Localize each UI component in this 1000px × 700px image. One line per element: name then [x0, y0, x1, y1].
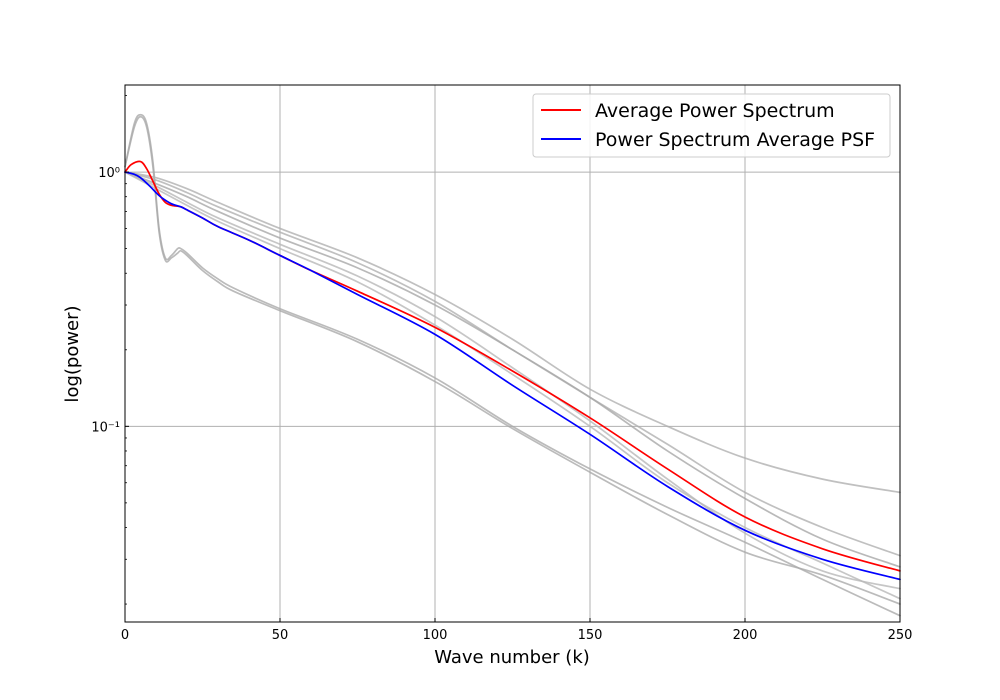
series-layer [124, 113, 901, 617]
x-tick-label: 150 [578, 628, 603, 643]
y-tick-label: 10⁻¹ [91, 420, 120, 435]
series-line-average-psf [124, 171, 901, 581]
sample-spectrum-line [124, 171, 901, 590]
y-axis-label: log(power) [62, 305, 83, 402]
legend-box [532, 93, 891, 158]
y-tick-label: 10⁰ [98, 166, 120, 181]
legend-label: Power Spectrum Average PSF [595, 129, 875, 151]
sample-spectrum-line [124, 115, 901, 605]
plot-frame [124, 84, 901, 623]
legend-label: Average Power Spectrum [595, 100, 835, 122]
sample-spectrum-line [124, 171, 901, 557]
ticks: 0 50 100 150 200 250 10⁰ 10⁻¹ [91, 95, 913, 643]
x-tick-label: 100 [423, 628, 448, 643]
sample-spectrum-line [124, 171, 901, 568]
x-tick-label: 250 [888, 628, 913, 643]
x-axis-label: Wave number (k) [434, 647, 590, 668]
x-tick-label: 200 [733, 628, 758, 643]
sample-spectrum-line [124, 171, 901, 494]
x-tick-label: 0 [121, 628, 129, 643]
legend: Average Power Spectrum Power Spectrum Ave… [532, 93, 891, 158]
x-tick-label: 50 [272, 628, 289, 643]
